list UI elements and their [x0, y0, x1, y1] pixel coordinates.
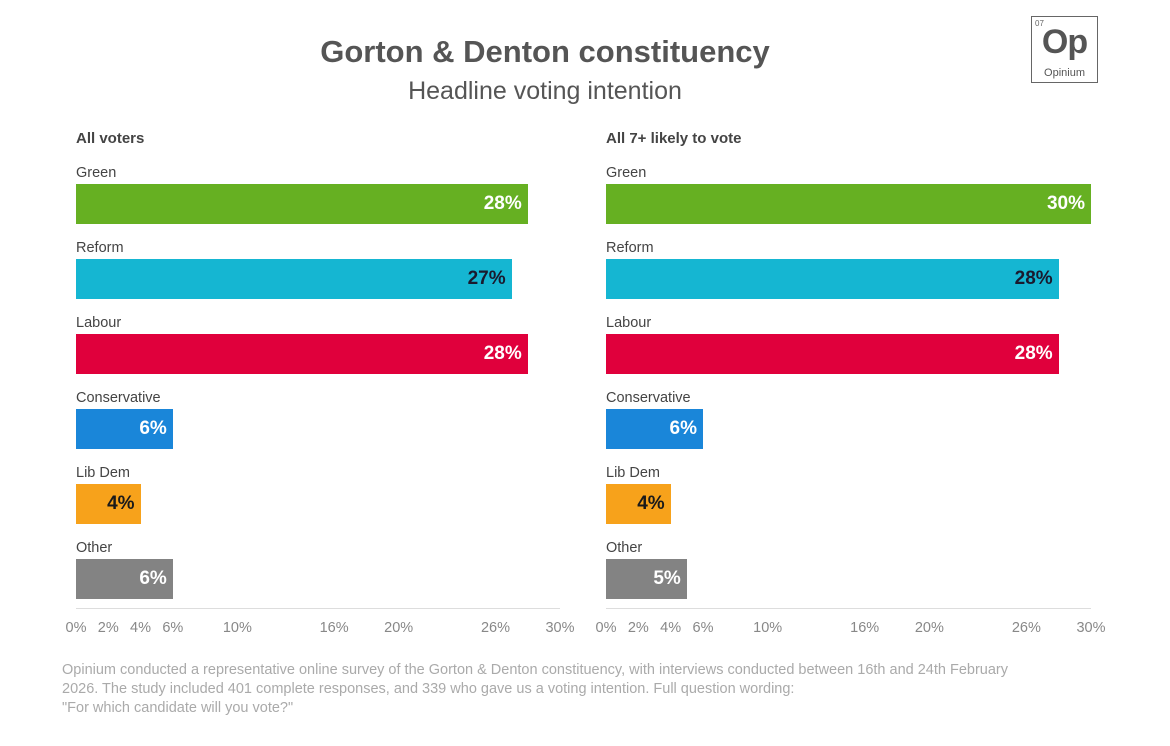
panel-title: All 7+ likely to vote — [606, 130, 742, 147]
bar-green: 30% — [606, 184, 1091, 224]
logo-name: Opinium — [1044, 67, 1085, 79]
chart-subtitle: Headline voting intention — [408, 77, 682, 105]
data-label: 30% — [1046, 193, 1085, 214]
bar-reform: 28% — [606, 259, 1059, 299]
chart-title: Gorton & Denton constituency — [320, 34, 770, 69]
x-tick-label: 20% — [914, 620, 944, 636]
category-label: Labour — [76, 315, 122, 331]
bar-reform: 27% — [76, 259, 512, 299]
x-tick-label: 0% — [65, 620, 87, 636]
data-label: 4% — [637, 493, 665, 514]
bar-labour: 28% — [606, 334, 1059, 374]
data-label: 28% — [1014, 343, 1053, 364]
x-tick-label: 10% — [222, 620, 252, 636]
footnote-line-2: 2026. The study included 401 complete re… — [62, 681, 795, 697]
footnote-line-3: "For which candidate will you vote?" — [62, 700, 294, 716]
x-tick-label: 26% — [480, 620, 510, 636]
bar-other: 6% — [76, 559, 173, 599]
category-label: Conservative — [76, 390, 161, 406]
x-tick-label: 4% — [660, 620, 682, 636]
bar-labour: 28% — [76, 334, 528, 374]
category-label: Reform — [606, 240, 654, 256]
logo-symbol: Op — [1041, 23, 1088, 61]
data-label: 6% — [139, 418, 167, 439]
x-tick-label: 4% — [130, 620, 152, 636]
x-tick-label: 20% — [384, 620, 414, 636]
data-label: 28% — [1014, 268, 1053, 289]
x-tick-label: 10% — [753, 620, 783, 636]
data-label: 27% — [467, 268, 506, 289]
x-tick-label: 0% — [595, 620, 617, 636]
data-label: 6% — [669, 418, 697, 439]
x-tick-label: 30% — [545, 620, 575, 636]
bar-lib-dem: 4% — [606, 484, 671, 524]
opinium-logo: 07 Op Opinium — [1031, 16, 1098, 83]
data-label: 6% — [139, 568, 167, 589]
x-axis-line — [76, 608, 560, 609]
data-label: 5% — [653, 568, 681, 589]
x-tick-label: 30% — [1076, 620, 1106, 636]
data-label: 28% — [483, 343, 522, 364]
category-label: Green — [606, 165, 647, 181]
data-label: 4% — [107, 493, 135, 514]
bar-green: 28% — [76, 184, 528, 224]
x-tick-label: 6% — [692, 620, 714, 636]
bar-conservative: 6% — [76, 409, 173, 449]
x-tick-label: 2% — [627, 620, 649, 636]
x-tick-label: 16% — [850, 620, 880, 636]
bar-conservative: 6% — [606, 409, 703, 449]
data-label: 28% — [483, 193, 522, 214]
category-label: Labour — [606, 315, 652, 331]
x-tick-label: 16% — [319, 620, 349, 636]
x-tick-label: 26% — [1011, 620, 1041, 636]
logo-number: 07 — [1035, 19, 1044, 28]
bar-lib-dem: 4% — [76, 484, 141, 524]
x-tick-label: 2% — [97, 620, 119, 636]
footnote: Opinium conducted a representative onlin… — [62, 661, 1122, 718]
category-label: Reform — [76, 240, 124, 256]
category-label: Other — [606, 540, 643, 556]
category-label: Lib Dem — [606, 465, 660, 481]
category-label: Lib Dem — [76, 465, 130, 481]
category-label: Conservative — [606, 390, 691, 406]
panel-title: All voters — [76, 130, 145, 147]
bar-other: 5% — [606, 559, 687, 599]
category-label: Green — [76, 165, 117, 181]
footnote-line-1: Opinium conducted a representative onlin… — [62, 662, 1009, 678]
category-label: Other — [76, 540, 113, 556]
x-tick-label: 6% — [162, 620, 184, 636]
x-axis-line — [606, 608, 1091, 609]
